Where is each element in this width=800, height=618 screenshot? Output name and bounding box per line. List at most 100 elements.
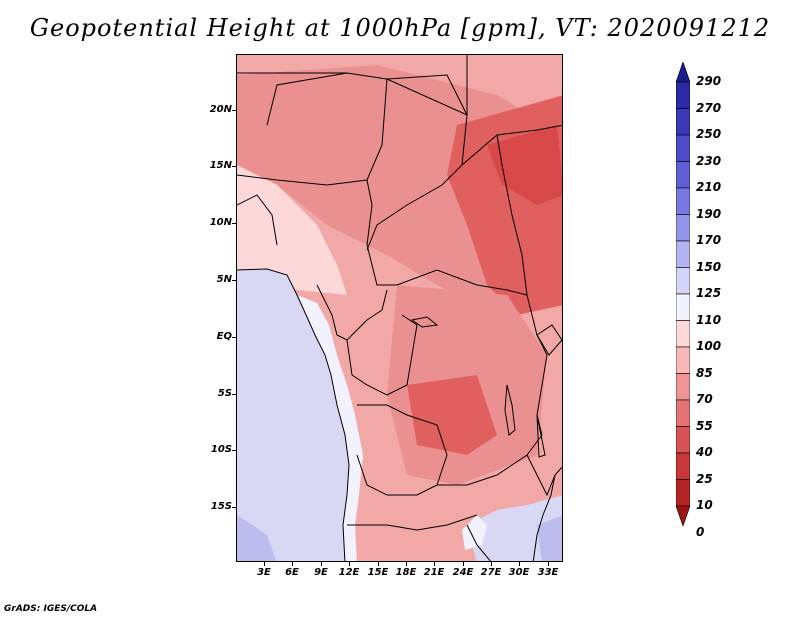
colorbar-label: 250 (696, 127, 722, 141)
lake-victoria (536, 324, 562, 356)
lon-tick (548, 562, 549, 566)
colorbar-box (676, 240, 690, 268)
colorbar-label: 55 (696, 418, 713, 433)
border-malawi (526, 454, 556, 497)
colorbar-box (676, 452, 690, 480)
ocean-fill (237, 269, 349, 561)
border-nigeria-west (237, 194, 278, 246)
lat-tick (232, 507, 236, 508)
lon-label-18e: 18E (395, 567, 417, 578)
lon-label-24e: 24E (452, 567, 474, 578)
colorbar-box (676, 267, 690, 295)
lon-label-33e: 33E (537, 567, 559, 578)
lon-tick (519, 562, 520, 566)
southeast-deep (537, 515, 562, 561)
border-botswana (466, 524, 491, 561)
lake-tanganyika (504, 384, 516, 436)
colorbar-box (676, 134, 690, 162)
colorbar-box (676, 293, 690, 321)
colorbar-label: 70 (696, 392, 713, 406)
colorbar-box (676, 161, 690, 189)
border-car (366, 179, 528, 296)
lon-label-27e: 27E (480, 567, 502, 578)
lat-label-5s: 5S (217, 388, 232, 399)
lat-label-20n: 20N (209, 104, 232, 115)
map-panel (236, 54, 563, 562)
colorbar-box (676, 399, 690, 427)
lat-label-15s: 15S (210, 501, 232, 512)
lakes (410, 316, 562, 458)
colorbar-label: 10 (696, 498, 713, 512)
land-high-central (407, 375, 497, 455)
colorbar-label: 125 (696, 286, 722, 300)
colorbar-box (676, 373, 690, 401)
lon-tick (491, 562, 492, 566)
colorbar-label: 150 (696, 259, 722, 274)
border-congo-drc (401, 314, 418, 386)
colorbar-box (676, 479, 690, 507)
colorbar-top-arrow (676, 62, 690, 83)
lon-label-3e: 3E (257, 567, 271, 578)
colorbar-label: 25 (696, 471, 713, 486)
colorbar-label: 110 (696, 312, 722, 327)
geopotential-map (237, 55, 562, 561)
lat-label-10n: 10N (209, 217, 232, 228)
colorbar-label: 170 (696, 233, 722, 247)
border-sudan (461, 124, 562, 166)
lon-label-9e: 9E (314, 567, 328, 578)
lon-tick (463, 562, 464, 566)
lat-tick (232, 223, 236, 224)
lat-tick (232, 394, 236, 395)
colorbar-box (676, 108, 690, 136)
lat-tick (232, 337, 236, 338)
coast-light-west (237, 165, 347, 295)
lon-label-15e: 15E (367, 567, 389, 578)
border-niger (266, 72, 348, 126)
lon-tick (378, 562, 379, 566)
border-zambia (437, 434, 543, 486)
lat-label-15n: 15N (209, 160, 232, 171)
lon-label-12e: 12E (338, 567, 360, 578)
border-gabon-congo (346, 339, 408, 396)
colorbar-label: 190 (696, 206, 722, 221)
lon-label-30e: 30E (508, 567, 530, 578)
colorbar-box (676, 81, 690, 109)
border-chad-west (237, 78, 388, 186)
colorbar-label: 0 (696, 524, 705, 539)
lat-label-5n: 5N (216, 274, 232, 285)
lon-label-21e: 21E (423, 567, 445, 578)
colorbar-box (676, 187, 690, 215)
footer-credit: GrADS: IGES/COLA (4, 604, 98, 614)
colorbar (676, 62, 690, 527)
colorbar-bottom-arrow (676, 505, 690, 527)
border-chad-east (366, 74, 468, 251)
lake-mai-ndombe (410, 316, 439, 328)
colorbar-label: 210 (696, 180, 722, 194)
colorbar-label: 290 (696, 74, 722, 88)
lon-tick (349, 562, 350, 566)
lon-tick (434, 562, 435, 566)
colorbar-label: 85 (696, 365, 713, 380)
border-angola (356, 404, 448, 496)
colorbar-box (676, 214, 690, 242)
plot-title: Geopotential Height at 1000hPa [gpm], VT… (29, 14, 771, 42)
lon-tick (264, 562, 265, 566)
southeast-light (462, 515, 487, 550)
lat-tick (232, 110, 236, 111)
lat-label-10s: 10S (210, 444, 232, 455)
lon-label-6e: 6E (285, 567, 299, 578)
ocean-deep-corner (237, 515, 277, 561)
colorbar-box (676, 426, 690, 454)
colorbar-label: 100 (696, 339, 722, 353)
colorbar-box (676, 346, 690, 374)
colorbar-label: 270 (696, 100, 722, 115)
lat-tick (232, 280, 236, 281)
lon-tick (406, 562, 407, 566)
colorbar-segments (676, 62, 690, 527)
lon-tick (292, 562, 293, 566)
colorbar-label: 40 (696, 445, 713, 459)
coastline-west (237, 268, 350, 561)
border-namibia (347, 514, 478, 531)
ocean-near-coast (297, 295, 363, 561)
southeast-low (467, 495, 562, 561)
